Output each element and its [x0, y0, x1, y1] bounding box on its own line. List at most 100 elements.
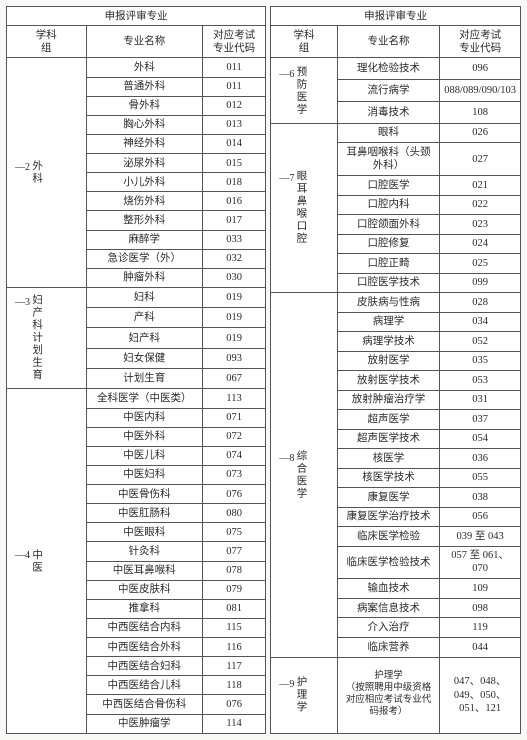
code-cell: 118	[202, 676, 265, 695]
code-cell: 023	[440, 215, 521, 235]
name-cell: 推拿科	[86, 599, 202, 618]
group-sub: —8	[279, 453, 294, 466]
name-cell: 中西医结合内科	[86, 618, 202, 637]
name-cell: 妇产科	[86, 328, 202, 348]
group-cell: 眼耳鼻喉口腔—7	[271, 123, 337, 292]
code-cell: 018	[202, 173, 265, 192]
code-cell: 013	[202, 115, 265, 134]
name-cell: 临床营养	[337, 637, 440, 657]
group-cell: 外科—2	[7, 58, 87, 288]
right-super-header: 申报评审专业	[271, 7, 521, 26]
code-cell: 021	[440, 176, 521, 196]
group-sub: —3	[15, 297, 30, 310]
group-cell: 中医—4	[7, 389, 87, 733]
code-cell: 012	[202, 96, 265, 115]
name-cell: 中医妇科	[86, 465, 202, 484]
code-cell: 077	[202, 542, 265, 561]
name-cell: 外科	[86, 58, 202, 77]
name-cell: 理化检验技术	[337, 58, 440, 80]
code-cell: 017	[202, 211, 265, 230]
code-cell: 034	[440, 312, 521, 332]
table-row: 外科—2外科011	[7, 58, 266, 77]
name-cell: 中医儿科	[86, 446, 202, 465]
name-cell: 口腔修复	[337, 234, 440, 254]
name-cell: 普通外科	[86, 77, 202, 96]
code-cell: 113	[202, 389, 265, 408]
name-cell: 中医眼科	[86, 523, 202, 542]
code-cell: 109	[440, 579, 521, 599]
table-row: 预防医学—6理化检验技术096	[271, 58, 521, 80]
name-cell: 口腔医学	[337, 176, 440, 196]
group-label: 预防医学—6	[275, 62, 311, 120]
code-cell: 025	[440, 254, 521, 274]
name-cell: 计划生育	[86, 369, 202, 389]
group-sub: —4	[15, 550, 30, 563]
code-cell: 075	[202, 523, 265, 542]
name-cell: 针灸科	[86, 542, 202, 561]
code-cell: 054	[440, 429, 521, 449]
group-cell: 护理学—9	[271, 657, 337, 733]
code-cell: 056	[440, 507, 521, 527]
code-cell: 011	[202, 77, 265, 96]
code-cell: 055	[440, 468, 521, 488]
code-cell: 015	[202, 154, 265, 173]
name-cell: 口腔医学技术	[337, 273, 440, 293]
name-cell: 妇女保健	[86, 348, 202, 368]
name-cell: 麻醉学	[86, 230, 202, 249]
code-cell: 022	[440, 195, 521, 215]
left-table: 申报评审专业 学科组 专业名称 对应考试专业代码 外科—2外科011普通外科01…	[6, 6, 266, 734]
code-cell: 098	[440, 598, 521, 618]
name-cell: 放射医学	[337, 351, 440, 371]
name-cell: 肿瘤外科	[86, 268, 202, 287]
code-cell: 067	[202, 369, 265, 389]
name-cell: 超声医学技术	[337, 429, 440, 449]
left-super-header: 申报评审专业	[7, 7, 266, 26]
name-cell: 康复医学治疗技术	[337, 507, 440, 527]
name-cell: 中西医结合儿科	[86, 676, 202, 695]
name-cell: 介入治疗	[337, 618, 440, 638]
code-cell: 099	[440, 273, 521, 293]
group-sub: —9	[279, 679, 294, 692]
code-cell: 119	[440, 618, 521, 638]
code-cell: 114	[202, 714, 265, 733]
code-cell: 076	[202, 695, 265, 714]
table-row: 眼耳鼻喉口腔—7眼科026	[271, 123, 521, 143]
name-cell: 口腔内科	[337, 195, 440, 215]
group-label: 综合医学—8	[275, 446, 311, 504]
name-cell: 耳鼻咽喉科（头颈外科）	[337, 143, 440, 176]
group-cell: 预防医学—6	[271, 58, 337, 123]
name-cell: 骨外科	[86, 96, 202, 115]
group-label: 眼耳鼻喉口腔—7	[275, 166, 311, 249]
name-cell: 小儿外科	[86, 173, 202, 192]
code-cell: 028	[440, 293, 521, 313]
name-cell: 病理学	[337, 312, 440, 332]
name-cell: 中医皮肤科	[86, 580, 202, 599]
group-label: 中医—4	[11, 543, 47, 579]
name-cell: 病案信息技术	[337, 598, 440, 618]
left-header-code: 对应考试专业代码	[202, 26, 265, 58]
code-cell: 026	[440, 123, 521, 143]
group-cell: 妇产科计划生育—3	[7, 287, 87, 389]
code-cell: 031	[440, 390, 521, 410]
name-cell: 泌尿外科	[86, 154, 202, 173]
code-cell: 115	[202, 618, 265, 637]
left-header-name: 专业名称	[86, 26, 202, 58]
code-cell: 033	[202, 230, 265, 249]
name-cell: 眼科	[337, 123, 440, 143]
code-cell: 039 至 043	[440, 527, 521, 547]
group-label: 妇产科计划生育—3	[11, 290, 47, 386]
table-row: 中医—4全科医学（中医类）113	[7, 389, 266, 408]
name-cell: 核医学技术	[337, 468, 440, 488]
code-cell: 071	[202, 408, 265, 427]
code-cell: 047、048、049、050、051、121	[440, 657, 521, 733]
group-cell: 综合医学—8	[271, 293, 337, 658]
name-cell: 口腔正畸	[337, 254, 440, 274]
name-cell: 中医耳鼻喉科	[86, 561, 202, 580]
code-cell: 088/089/090/103	[440, 80, 521, 102]
name-cell: 中医肛肠科	[86, 504, 202, 523]
name-cell: 中医肿瘤学	[86, 714, 202, 733]
right-table: 申报评审专业 学科组 专业名称 对应考试专业代码 预防医学—6理化检验技术096…	[270, 6, 521, 734]
name-cell: 临床医学检验	[337, 527, 440, 547]
name-cell: 康复医学	[337, 488, 440, 508]
code-cell: 016	[202, 192, 265, 211]
